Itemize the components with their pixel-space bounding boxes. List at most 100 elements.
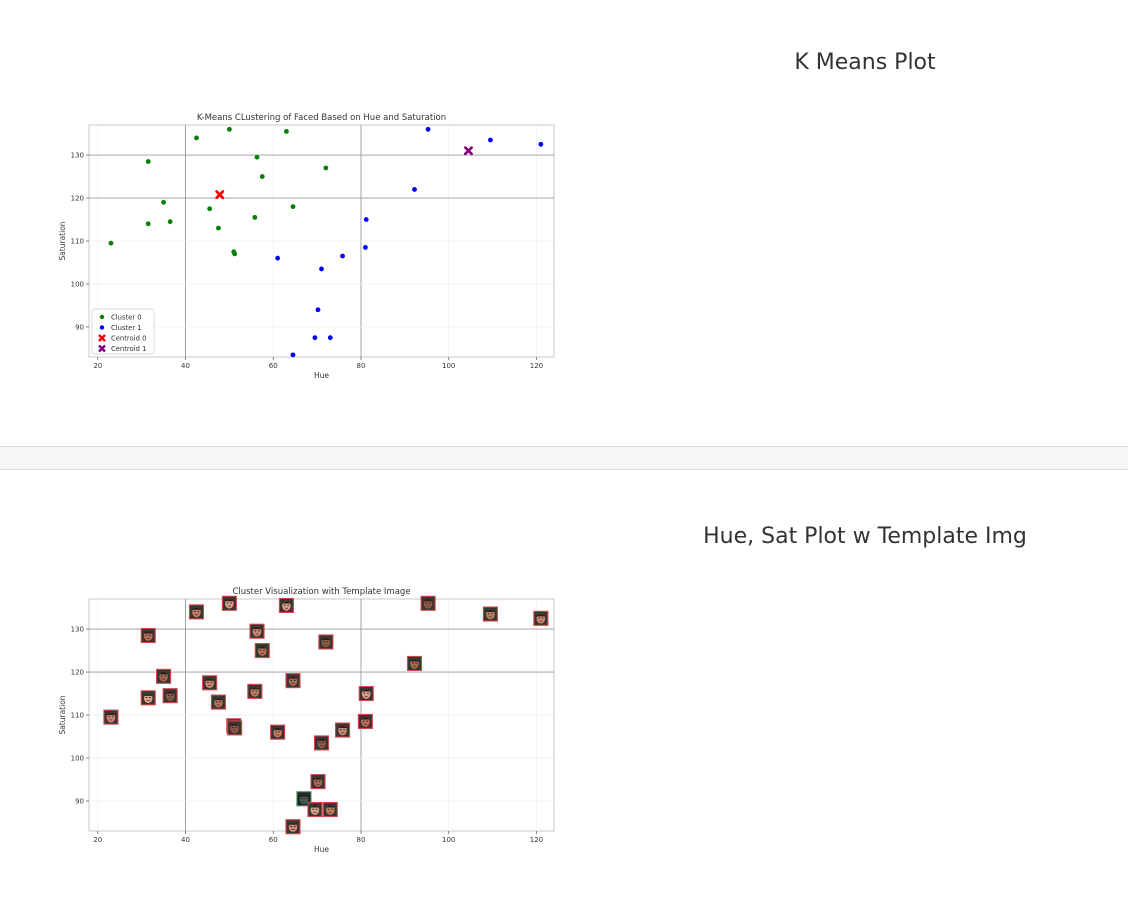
face-thumbnail <box>210 694 226 710</box>
x-tick-label: 60 <box>269 836 278 844</box>
data-point <box>323 165 329 171</box>
face-thumbnail <box>188 604 205 620</box>
section-divider <box>0 446 1128 470</box>
x-tick-label: 20 <box>93 836 102 844</box>
x-tick-label: 80 <box>357 362 366 370</box>
template-image-section: Hue, Sat Plot w Template Img 20 40 60 80 100… <box>0 470 1128 916</box>
data-point <box>226 126 232 132</box>
face-thumbnail <box>307 801 323 818</box>
data-point <box>232 251 238 257</box>
data-point <box>538 141 544 147</box>
x-tick-label: 40 <box>181 362 190 370</box>
face-thumbnail <box>221 595 237 611</box>
data-point <box>290 352 296 358</box>
legend-marker <box>98 334 106 342</box>
data-point <box>145 221 151 227</box>
face-thumbnail <box>322 801 338 818</box>
chart-title: Cluster Visualization with Template Imag… <box>232 587 410 597</box>
face-thumbnail <box>285 819 301 835</box>
legend-marker <box>99 314 105 320</box>
face-thumbnail <box>318 634 334 650</box>
y-tick-label: 120 <box>71 669 84 677</box>
y-tick-label: 90 <box>75 323 84 331</box>
data-point <box>315 307 321 313</box>
y-tick-label: 130 <box>71 626 84 634</box>
face-thumbnail <box>270 724 286 740</box>
data-point <box>254 154 260 160</box>
face-thumbnail <box>140 690 156 706</box>
face-thumbnail <box>357 713 373 729</box>
face-thumbnail <box>254 643 270 659</box>
face-thumbnail <box>278 597 294 613</box>
face-thumbnail <box>140 627 156 644</box>
data-point <box>108 240 114 246</box>
centroid-marker <box>463 146 473 156</box>
face-thumbnail <box>227 720 243 736</box>
legend-marker <box>99 325 105 330</box>
face-thumbnail <box>533 610 549 626</box>
face-thumbnail <box>482 606 498 622</box>
data-point <box>145 159 151 164</box>
data-point <box>259 174 265 179</box>
legend-label: Centroid 0 <box>111 335 146 343</box>
y-tick-label: 110 <box>71 712 84 720</box>
y-tick-label: 100 <box>71 280 84 288</box>
data-point <box>207 206 213 212</box>
data-point <box>319 266 324 272</box>
centroid-marker <box>215 190 225 200</box>
data-point <box>194 135 199 141</box>
face-thumbnail <box>313 735 330 751</box>
data-point <box>487 137 493 143</box>
y-tick-label: 120 <box>71 195 84 203</box>
kmeans-scatter-chart: 20 40 60 80 100 120 90 100 110 120 130 K-Means CLus… <box>58 113 555 380</box>
section-heading: K Means Plot <box>794 50 936 75</box>
face-thumbnail <box>285 673 301 689</box>
face-thumbnail <box>162 688 178 704</box>
data-point <box>167 219 173 225</box>
data-point <box>284 129 289 134</box>
data-point <box>362 245 368 250</box>
x-tick-label: 20 <box>93 362 102 370</box>
y-tick-label: 90 <box>75 797 84 805</box>
y-axis-label: Saturation <box>58 695 67 734</box>
data-point <box>161 199 166 205</box>
legend-label: Cluster 0 <box>111 314 142 322</box>
face-thumbnail <box>247 683 263 699</box>
face-thumbnail <box>358 685 374 702</box>
x-tick-label: 100 <box>442 836 455 844</box>
data-point <box>363 217 369 222</box>
y-tick-label: 100 <box>71 754 84 762</box>
kmeans-section: K Means Plot 20 40 60 80 100 120 90 100 110 120 13… <box>0 0 1128 446</box>
template-image-scatter-chart: 20 40 60 80 100 120 90 100 110 120 130 Cluster Visu… <box>58 587 555 854</box>
x-tick-label: 60 <box>269 362 278 370</box>
y-tick-label: 130 <box>71 152 84 160</box>
chart-title: K-Means CLustering of Faced Based on Hue… <box>197 113 446 123</box>
data-point <box>425 126 431 132</box>
legend-box <box>91 308 155 355</box>
legend-label: Cluster 1 <box>111 324 142 332</box>
data-point <box>312 335 318 341</box>
legend-marker <box>98 344 106 353</box>
x-axis-label: Hue <box>314 371 329 380</box>
data-point <box>252 214 258 220</box>
face-thumbnail <box>420 595 436 611</box>
face-thumbnail <box>202 675 218 691</box>
y-axis-label: Saturation <box>58 221 67 260</box>
data-point <box>412 187 417 192</box>
section-heading: Hue, Sat Plot w Template Img <box>703 524 1027 549</box>
y-tick-label: 110 <box>71 238 84 246</box>
data-point <box>327 335 333 341</box>
face-thumbnail <box>103 709 119 725</box>
x-axis-label: Hue <box>314 845 329 854</box>
face-thumbnail <box>310 774 326 790</box>
data-point <box>216 225 221 231</box>
face-thumbnail <box>156 668 172 684</box>
x-tick-label: 40 <box>181 836 190 844</box>
face-thumbnail <box>249 623 265 639</box>
data-point <box>340 253 345 259</box>
x-tick-label: 80 <box>357 836 366 844</box>
data-point <box>290 204 296 210</box>
x-tick-label: 120 <box>530 362 543 370</box>
chart-legend: Cluster 0 Cluster 1 Centroid 0 Centroid 1 <box>91 308 155 355</box>
legend-label: Centroid 1 <box>111 345 146 353</box>
